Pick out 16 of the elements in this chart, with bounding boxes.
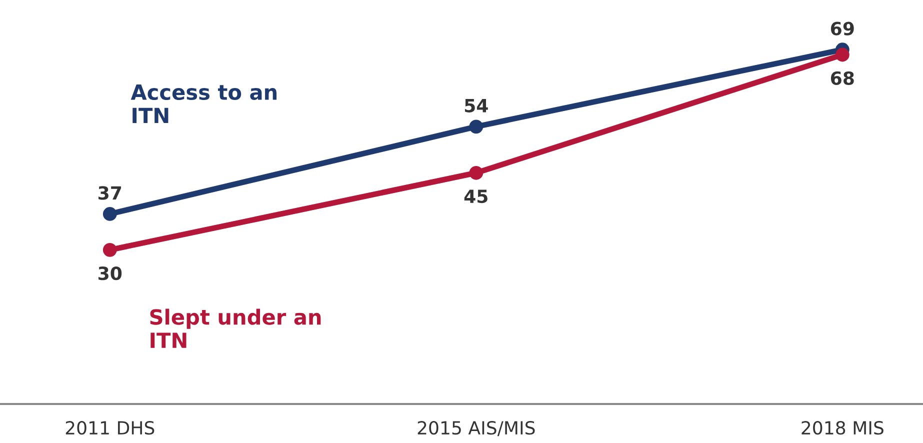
- point: [102, 242, 117, 257]
- data-label: 30: [98, 266, 122, 280]
- text: Slept under an ITN: [150, 308, 321, 348]
- x-tick-label: 2015 AIS/MIS: [418, 421, 535, 436]
- point: [469, 166, 484, 180]
- data-label: 54: [464, 99, 488, 112]
- data-label: 69: [830, 22, 854, 36]
- x-tick-label: 2018 MIS: [802, 421, 884, 435]
- text: Access to an ITN: [130, 84, 277, 124]
- data-label: 37: [98, 186, 122, 200]
- point: [835, 48, 850, 62]
- point: [469, 120, 484, 134]
- data-label: 68: [830, 71, 854, 85]
- point: [102, 207, 117, 221]
- x-tick-label: 2011 DHS: [66, 421, 154, 435]
- data-label: 45: [464, 190, 488, 204]
